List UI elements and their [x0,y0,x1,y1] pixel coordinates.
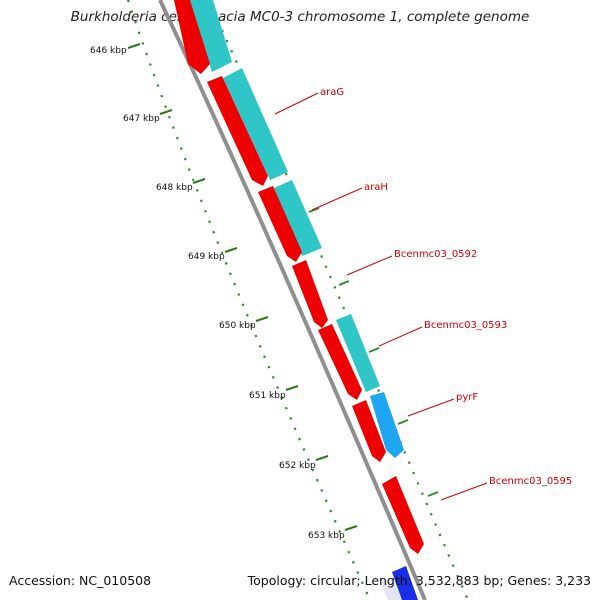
kbp-label: 653 kbp [308,531,345,541]
kbp-labels: 646 kbp 647 kbp 648 kbp 649 kbp 650 kbp … [90,46,345,541]
gene-label[interactable]: Bcenmc03_0593 [424,320,507,331]
gc-tick [338,280,350,286]
gene-arrow[interactable] [352,400,386,462]
cds-block[interactable] [188,0,232,72]
gc-ticks [308,207,439,497]
gene-arrow[interactable] [174,0,210,74]
kbp-label: 647 kbp [123,114,160,124]
gene-arrow[interactable] [382,476,424,554]
kbp-label: 649 kbp [188,252,225,262]
cds-block[interactable] [336,314,380,392]
kbp-tick [315,455,329,461]
gc-tick [397,419,409,425]
leader-line [311,187,363,211]
kbp-tick [255,316,269,322]
gene-arrow[interactable] [258,186,302,262]
leader-line [274,92,319,115]
gc-tick [308,207,320,213]
kbp-tick [224,247,238,253]
gene-leaders [274,92,488,501]
gene-labels: araG araH Bcenmc03_0592 Bcenmc03_0593 py… [320,87,572,487]
kbp-tick [344,525,358,531]
leader-line [440,482,488,501]
gene-label[interactable]: araH [364,182,388,193]
cds-track [176,0,418,600]
cds-block[interactable] [370,392,404,458]
gene-label[interactable]: araG [320,87,344,98]
cds-block[interactable] [274,180,322,256]
gene-label[interactable]: Bcenmc03_0595 [489,476,572,487]
kbp-ticks [127,43,358,531]
genome-backbone [158,0,427,600]
leader-line [346,255,393,276]
gene-track [174,0,424,554]
gene-label[interactable]: Bcenmc03_0592 [394,249,477,260]
gc-tick [427,491,439,497]
leader-line [407,398,455,417]
kbp-label: 648 kbp [156,183,193,193]
gene-arrow[interactable] [318,324,362,400]
kbp-label: 652 kbp [279,461,316,471]
kbp-label: 646 kbp [90,46,127,56]
genome-summary-text: Topology: circular; Length: 3,532,883 bp… [247,573,591,588]
tick-track-left [126,0,372,600]
cds-block[interactable] [223,68,288,180]
kbp-tick [159,109,173,115]
gene-arrow[interactable] [292,260,328,328]
cds-block[interactable] [392,566,418,600]
leader-line [378,326,423,347]
gc-tick [368,347,380,353]
accession-text: Accession: NC_010508 [9,573,152,588]
kbp-label: 650 kbp [219,321,256,331]
gene-arrow[interactable] [207,76,268,186]
kbp-tick [285,385,299,391]
gene-label[interactable]: pyrF [456,392,478,403]
kbp-tick [127,43,141,49]
kbp-label: 651 kbp [249,391,286,401]
kbp-tick [192,178,206,184]
